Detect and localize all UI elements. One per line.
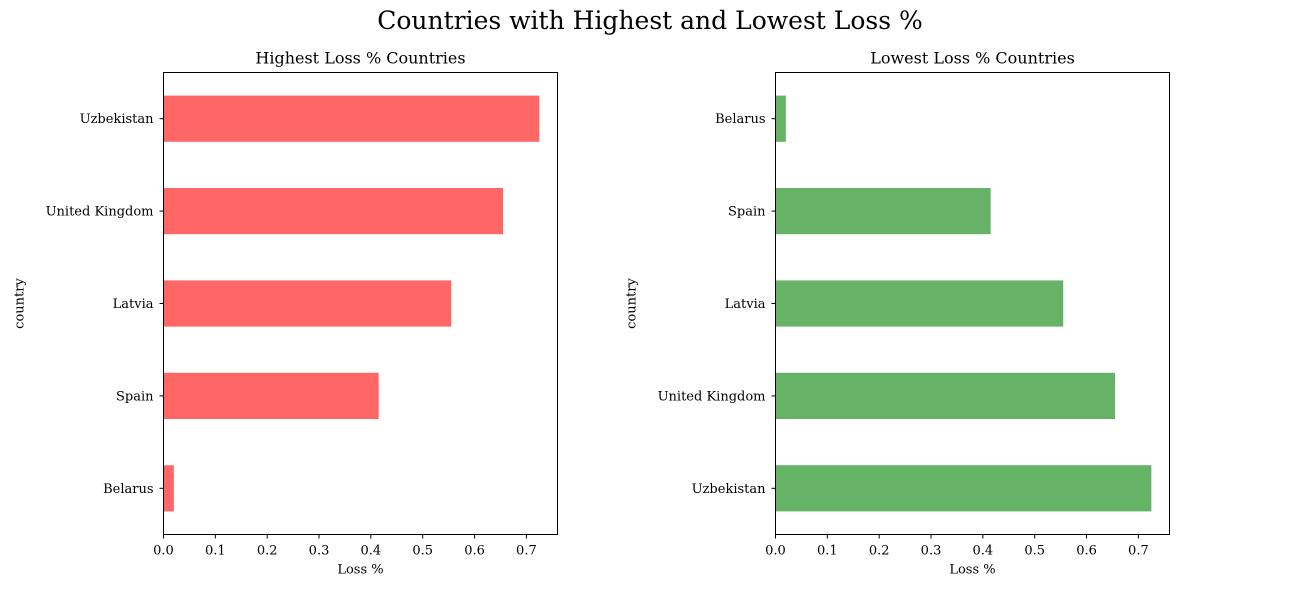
x-axis-label: Loss % (949, 563, 995, 578)
figure-title: Countries with Highest and Lowest Loss % (377, 6, 923, 35)
x-tick-label: 0.3 (309, 544, 330, 559)
y-tick-label: Spain (728, 205, 766, 220)
bar-latvia (163, 280, 452, 327)
bar-united-kingdom (163, 188, 504, 235)
axes-frame (163, 72, 558, 535)
x-tick-label: 0.2 (257, 544, 278, 559)
y-tick-label: Belarus (715, 112, 765, 127)
x-tick-label: 0.6 (464, 544, 485, 559)
x-tick-label: 0.1 (205, 544, 226, 559)
bar-latvia (775, 280, 1064, 327)
x-tick-label: 0.7 (1128, 544, 1149, 559)
y-tick-label: Latvia (113, 297, 154, 312)
panel-title: Lowest Loss % Countries (870, 49, 1075, 68)
bar-belarus (775, 95, 786, 142)
x-tick-label: 0.0 (765, 544, 786, 559)
x-tick-label: 0.7 (516, 544, 537, 559)
axes-frame (775, 72, 1170, 535)
panel-title: Highest Loss % Countries (255, 49, 465, 68)
chart-panel-lowest: Uzbekistan United Kingdom Latvia Spain Belar… (625, 49, 1170, 578)
x-tick-label: 0.2 (869, 544, 890, 559)
bar-uzbekistan (775, 465, 1152, 512)
y-tick-label: United Kingdom (658, 389, 766, 404)
bar-uzbekistan (163, 95, 540, 142)
y-tick-label: Latvia (725, 297, 766, 312)
bar-belarus (163, 465, 174, 512)
bar-spain (163, 372, 379, 419)
x-tick-label: 0.1 (817, 544, 838, 559)
x-tick-label: 0.5 (1024, 544, 1045, 559)
x-tick-label: 0.4 (361, 544, 382, 559)
x-tick-label: 0.0 (153, 544, 174, 559)
bar-united-kingdom (775, 372, 1116, 419)
bar-spain (775, 188, 991, 235)
y-tick-label: Belarus (103, 482, 153, 497)
y-axis-label: country (13, 278, 28, 329)
x-axis-label: Loss % (337, 563, 383, 578)
y-tick-label: Uzbekistan (80, 112, 155, 127)
y-tick-label: United Kingdom (46, 205, 154, 220)
x-tick-label: 0.3 (921, 544, 942, 559)
y-axis-label: country (625, 278, 640, 329)
chart-panel-highest: Belarus Spain Latvia United Kingdom Uzbekist… (13, 49, 558, 578)
x-tick-label: 0.4 (973, 544, 994, 559)
x-tick-label: 0.6 (1076, 544, 1097, 559)
x-tick-label: 0.5 (412, 544, 433, 559)
y-tick-label: Spain (116, 389, 154, 404)
y-tick-label: Uzbekistan (692, 482, 767, 497)
